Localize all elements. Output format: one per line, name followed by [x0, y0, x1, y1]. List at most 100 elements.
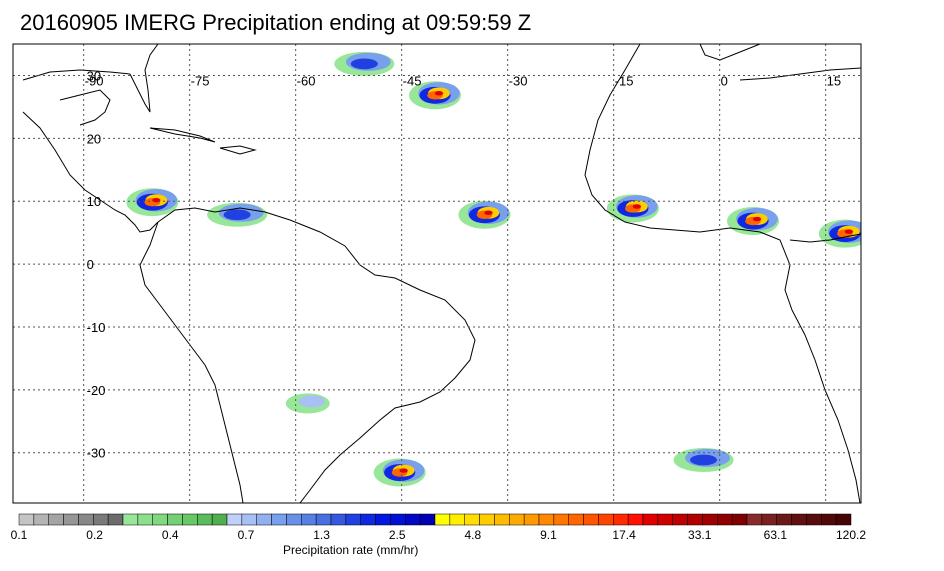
- colorbar-tick-label: 1.3: [313, 528, 330, 542]
- colorbar-cell: [419, 513, 436, 526]
- colorbar-cell: [18, 513, 35, 526]
- colorbar-cell: [494, 513, 510, 526]
- colorbar-cell: [286, 513, 302, 526]
- colorbar-cell: [568, 513, 584, 526]
- colorbar-cell: [345, 513, 361, 526]
- colorbar-tick-label: 0.4: [162, 528, 179, 542]
- precip-cell: [285, 393, 330, 414]
- lon-tick-label: -30: [509, 73, 528, 88]
- colorbar-cell: [538, 513, 555, 526]
- colorbar-cell: [197, 513, 213, 526]
- colorbar-cell: [241, 513, 257, 526]
- colorbar-cell: [360, 513, 376, 526]
- graticule: [13, 44, 861, 503]
- precip-contour: [844, 229, 854, 234]
- lat-tick-label: -30: [87, 446, 106, 461]
- page-title: 20160905 IMERG Precipitation ending at 0…: [20, 10, 532, 35]
- colorbar-cell: [182, 513, 198, 526]
- lon-tick-label: -15: [615, 73, 634, 88]
- colorbar-cell: [152, 513, 168, 526]
- lat-tick-label: 0: [87, 257, 94, 272]
- colorbar-cell: [390, 513, 406, 526]
- colorbar-cell: [271, 513, 287, 526]
- precip-contour: [632, 204, 642, 209]
- colorbar-cell: [464, 513, 480, 526]
- colorbar-cell: [33, 513, 49, 526]
- precip-contour: [298, 395, 325, 408]
- precip-contour: [350, 58, 378, 70]
- precip-cell: [409, 81, 461, 110]
- colorbar-cell: [627, 513, 644, 526]
- colorbar-cell: [672, 513, 688, 526]
- colorbar-cell: [717, 513, 733, 526]
- colorbar-cell: [315, 513, 332, 526]
- colorbar-cell: [806, 513, 822, 526]
- colorbar-cell: [746, 513, 763, 526]
- colorbar-cell: [449, 513, 465, 526]
- colorbar-cell: [509, 513, 525, 526]
- colorbar-cell: [122, 513, 139, 526]
- lat-tick-label: -20: [87, 383, 106, 398]
- colorbar-cell: [330, 513, 347, 526]
- colorbar-cell: [107, 513, 124, 526]
- colorbar-cell: [211, 513, 228, 526]
- colorbar-cell: [583, 513, 599, 526]
- colorbar-cell: [78, 513, 94, 526]
- precip-contour: [434, 91, 444, 96]
- colorbar-cell: [642, 513, 659, 526]
- lat-tick-label: 10: [87, 194, 101, 209]
- precip-cell: [818, 219, 861, 248]
- colorbar-cell: [598, 513, 614, 526]
- colorbar-cell: [687, 513, 703, 526]
- colorbar-tick-label: 9.1: [540, 528, 557, 542]
- precip-contour: [752, 216, 762, 222]
- colorbar-cell: [226, 513, 243, 526]
- colorbar-cell: [776, 513, 792, 526]
- colorbar-cell: [613, 513, 629, 526]
- colorbar-tick-label: 120.2: [836, 528, 866, 542]
- colorbar-title: Precipitation rate (mm/hr): [283, 543, 419, 557]
- lon-tick-label: -60: [297, 73, 316, 88]
- colorbar-cell: [835, 513, 852, 526]
- precipitation-layer: [126, 51, 861, 487]
- precip-contour: [484, 210, 493, 216]
- colorbar-cell: [791, 513, 807, 526]
- lon-tick-label: -45: [403, 73, 422, 88]
- colorbar-cell: [137, 513, 153, 526]
- colorbar-cell: [523, 513, 540, 526]
- colorbar-tick-label: 17.4: [612, 528, 636, 542]
- coast-gulf: [22, 69, 131, 81]
- lat-tick-label: 30: [87, 68, 101, 83]
- lat-tick-label: 20: [87, 131, 101, 146]
- lon-tick-label: 15: [827, 73, 841, 88]
- precip-cell: [334, 51, 395, 76]
- precip-cell: [673, 447, 734, 472]
- colorbar-tick-label: 2.5: [389, 528, 406, 542]
- lon-tick-label: -75: [191, 73, 210, 88]
- colorbar-cell: [434, 513, 451, 526]
- colorbar-cell: [761, 513, 777, 526]
- colorbar-cell: [553, 513, 569, 526]
- colorbar-cell: [821, 513, 837, 526]
- colorbar-tick-label: 0.1: [11, 528, 28, 542]
- colorbar-cell: [301, 513, 317, 526]
- colorbar-cell: [702, 513, 718, 526]
- coast-florida: [129, 44, 159, 113]
- graticule-labels: -90 -75 -60 -45 -30 -15 0 15 30 20 10 0 -10 -20 -30: [85, 68, 841, 460]
- colorbar-cell: [48, 513, 64, 526]
- colorbar-labels: 0.1 0.2 0.4 0.7 1.3 2.5 4.8 9.1 17.4 33.1 63.1 120.…: [11, 528, 867, 542]
- colorbar-tick-label: 33.1: [688, 528, 712, 542]
- lat-tick-label: -10: [87, 320, 106, 335]
- colorbar-tick-label: 0.2: [86, 528, 103, 542]
- lon-tick-label: -90: [85, 73, 104, 88]
- coast-south-america-west: [139, 221, 244, 503]
- lon-tick-label: 0: [721, 73, 728, 88]
- colorbar-tick-label: 0.7: [238, 528, 255, 542]
- coast-yucatan: [59, 89, 111, 126]
- colorbar-cell: [256, 513, 272, 526]
- precip-contour: [223, 209, 251, 221]
- colorbar-cell: [93, 513, 109, 526]
- precip-cell: [373, 458, 426, 487]
